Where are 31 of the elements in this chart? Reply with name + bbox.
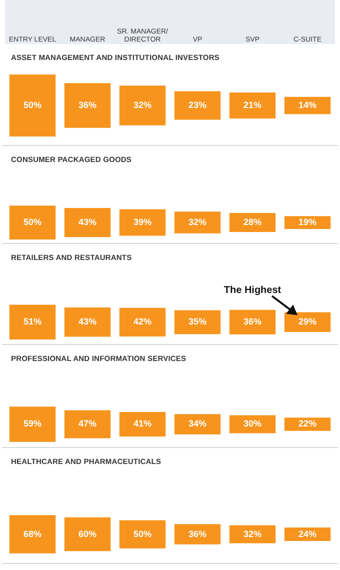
data-label: 51% — [23, 316, 42, 327]
data-label: 41% — [133, 418, 152, 429]
data-label: 36% — [78, 100, 97, 110]
data-label: 14% — [298, 100, 317, 110]
data-label: 68% — [23, 528, 42, 539]
data-label: 21% — [243, 100, 262, 110]
data-label: 23% — [188, 100, 207, 110]
data-label: 39% — [133, 216, 152, 227]
data-label: 35% — [188, 316, 207, 327]
data-label: 19% — [298, 216, 317, 227]
data-label: 60% — [78, 528, 97, 539]
data-label: 29% — [298, 316, 317, 327]
data-label: 28% — [243, 216, 262, 227]
data-label: 32% — [188, 216, 207, 227]
data-label: 30% — [243, 418, 262, 429]
data-label: 36% — [243, 316, 262, 327]
data-label: 59% — [23, 418, 42, 429]
data-label: 22% — [298, 418, 317, 429]
data-label: 34% — [188, 418, 207, 429]
text: The Highest — [224, 285, 282, 296]
data-label: 24% — [298, 528, 317, 539]
data-label: 50% — [133, 528, 152, 539]
data-label: 47% — [78, 418, 97, 429]
data-label: 50% — [23, 100, 42, 110]
data-label: 36% — [188, 528, 207, 539]
data-label: 32% — [133, 100, 152, 110]
data-label: 43% — [78, 316, 97, 327]
data-label: 50% — [23, 216, 42, 227]
data-label: 42% — [133, 316, 152, 327]
data-label: 32% — [243, 528, 262, 539]
data-label: 43% — [78, 216, 97, 227]
